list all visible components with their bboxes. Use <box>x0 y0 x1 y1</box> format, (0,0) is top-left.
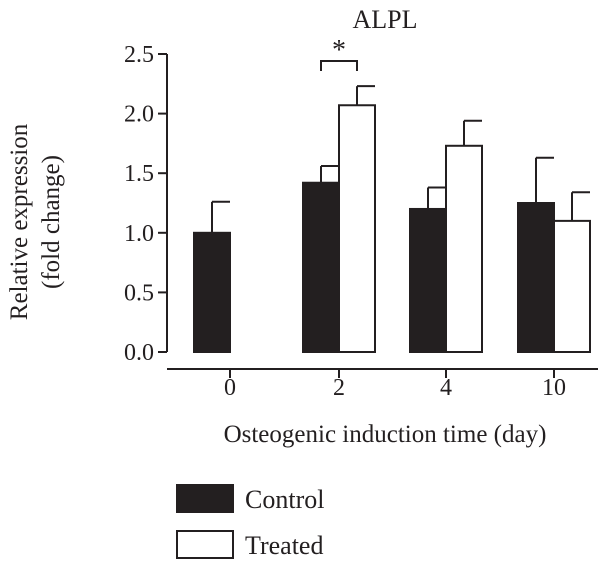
bar-control <box>409 207 447 353</box>
y-tick-label: 1.5 <box>124 161 154 187</box>
y-axis-label: Relative expression (fold change) <box>6 123 65 320</box>
significance-bracket <box>320 60 358 71</box>
x-tick-label: 0 <box>224 375 236 401</box>
bar-treated <box>553 219 591 353</box>
bar-control <box>193 231 231 353</box>
x-tick-label: 10 <box>542 375 566 401</box>
legend-label-treated: Treated <box>245 531 323 560</box>
y-tick-label: 2.0 <box>124 102 154 128</box>
y-axis-label-line-2: (fold change) <box>38 155 65 289</box>
y-tick-label: 0.0 <box>124 340 154 366</box>
y-tick-label: 2.5 <box>124 42 154 68</box>
y-tick-label: 0.5 <box>124 280 154 306</box>
legend: Control Treated <box>176 484 324 560</box>
bar-treated <box>445 144 483 353</box>
legend-label-control: Control <box>245 485 324 514</box>
plot-area: 0.0 0.5 1.0 1.5 2.0 2.5 0 2 4 10 * <box>124 35 598 401</box>
legend-swatch-control <box>176 484 234 513</box>
x-tick-label: 4 <box>440 375 452 401</box>
chart-title: ALPL <box>353 5 418 34</box>
x-tick-label: 2 <box>333 375 345 401</box>
bar-control <box>302 181 340 353</box>
x-axis-label: Osteogenic induction time (day) <box>224 421 547 448</box>
bar-control <box>517 202 555 353</box>
bar-treated <box>338 104 376 353</box>
legend-swatch-treated <box>176 530 234 559</box>
y-axis-label-line-1: Relative expression <box>6 123 33 320</box>
y-tick-label: 1.0 <box>124 221 154 247</box>
significance-marker: * <box>332 35 346 66</box>
